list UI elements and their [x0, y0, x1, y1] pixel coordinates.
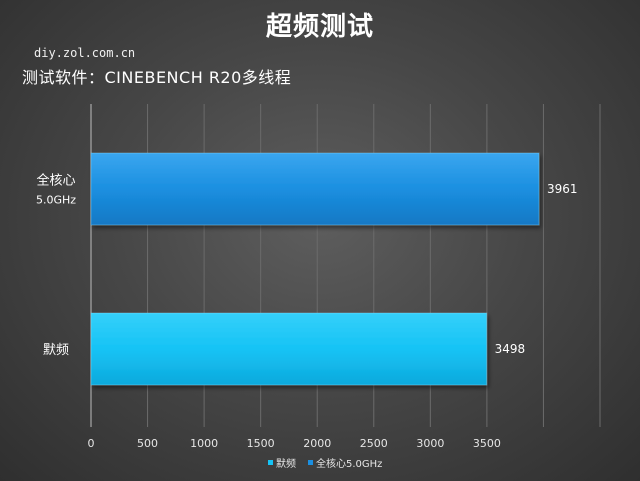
x-tick-label: 1000 — [190, 437, 218, 450]
legend-swatch — [308, 460, 313, 465]
data-label: 3961 — [547, 182, 578, 196]
legend-label: 全核心5.0GHz — [316, 457, 382, 470]
source-watermark: diy.zol.com.cn — [34, 46, 136, 60]
legend-label: 默频 — [276, 457, 296, 470]
legend-swatch — [268, 460, 273, 465]
x-tick-label: 3000 — [416, 437, 444, 450]
x-tick-label: 0 — [88, 437, 95, 450]
category-label: 5.0GHz — [36, 194, 76, 207]
bar-default — [90, 312, 488, 386]
chart-subtitle: 测试软件：CINEBENCH R20多线程 — [22, 68, 292, 87]
data-label: 3498 — [495, 342, 526, 356]
x-tick-label: 500 — [137, 437, 158, 450]
x-tick-label: 1500 — [247, 437, 275, 450]
category-label: 默频 — [43, 342, 69, 358]
x-tick-label: 3500 — [473, 437, 501, 450]
x-tick-label: 2000 — [303, 437, 331, 450]
chart-title: 超频测试 — [265, 12, 374, 42]
x-tick-label: 2500 — [360, 437, 388, 450]
bar-oc — [90, 152, 540, 226]
category-label: 全核心 — [36, 173, 75, 189]
